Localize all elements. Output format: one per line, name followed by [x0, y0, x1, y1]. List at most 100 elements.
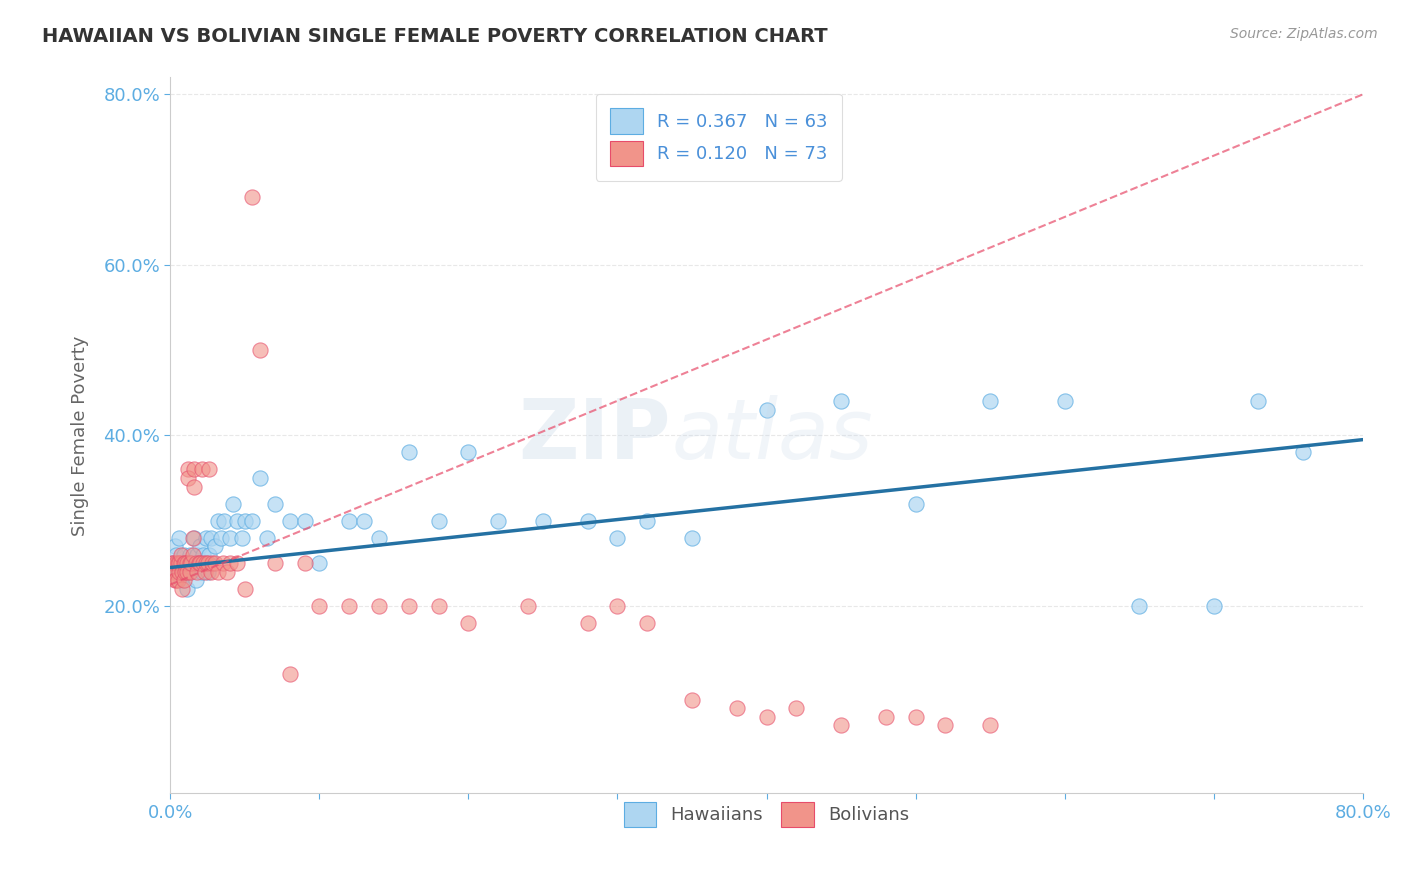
Point [308, 556, 330, 570]
Point [177, 462, 200, 476]
Point [163, 565, 186, 579]
Point [183, 479, 205, 493]
Point [187, 556, 209, 570]
Point [187, 556, 209, 570]
Point [188, 556, 211, 570]
Point [167, 556, 190, 570]
Point [163, 574, 186, 588]
Point [163, 539, 186, 553]
Point [904, 709, 927, 723]
Point [242, 190, 264, 204]
Point [169, 565, 191, 579]
Point [176, 556, 198, 570]
Text: atlas: atlas [671, 395, 873, 476]
Point [486, 514, 509, 528]
Point [231, 531, 253, 545]
Point [219, 531, 242, 545]
Point [353, 514, 375, 528]
Point [606, 599, 628, 613]
Point [226, 514, 249, 528]
Point [233, 582, 256, 596]
Point [934, 718, 956, 732]
Point [681, 692, 703, 706]
Point [725, 701, 748, 715]
Point [165, 574, 187, 588]
Point [174, 565, 197, 579]
Point [294, 556, 316, 570]
Point [531, 514, 554, 528]
Point [195, 531, 218, 545]
Point [249, 471, 271, 485]
Point [165, 548, 187, 562]
Point [193, 548, 215, 562]
Point [181, 556, 204, 570]
Point [979, 394, 1001, 409]
Text: HAWAIIAN VS BOLIVIAN SINGLE FEMALE POVERTY CORRELATION CHART: HAWAIIAN VS BOLIVIAN SINGLE FEMALE POVER… [42, 27, 828, 45]
Point [207, 514, 229, 528]
Point [427, 514, 450, 528]
Point [242, 514, 264, 528]
Point [200, 565, 222, 579]
Point [211, 556, 233, 570]
Point [195, 556, 218, 570]
Point [263, 556, 285, 570]
Legend: Hawaiians, Bolivians: Hawaiians, Bolivians [616, 795, 917, 834]
Point [162, 565, 184, 579]
Point [167, 565, 190, 579]
Point [830, 394, 852, 409]
Point [174, 556, 197, 570]
Point [278, 667, 301, 681]
Point [207, 565, 229, 579]
Point [200, 531, 222, 545]
Point [368, 599, 391, 613]
Point [636, 615, 658, 630]
Point [308, 599, 330, 613]
Point [169, 556, 191, 570]
Point [186, 548, 208, 562]
Point [457, 615, 479, 630]
Point [167, 574, 190, 588]
Point [1128, 599, 1150, 613]
Point [904, 497, 927, 511]
Point [176, 565, 198, 579]
Point [979, 718, 1001, 732]
Point [193, 556, 215, 570]
Point [170, 574, 193, 588]
Point [1202, 599, 1225, 613]
Point [294, 514, 316, 528]
Point [398, 445, 420, 459]
Point [398, 599, 420, 613]
Point [204, 556, 226, 570]
Point [278, 514, 301, 528]
Point [176, 582, 198, 596]
Point [190, 462, 212, 476]
Point [785, 701, 807, 715]
Point [169, 531, 191, 545]
Point [186, 565, 208, 579]
Point [1292, 445, 1315, 459]
Point [183, 462, 205, 476]
Point [170, 548, 193, 562]
Point [457, 445, 479, 459]
Point [194, 565, 217, 579]
Point [179, 565, 201, 579]
Point [180, 565, 202, 579]
Point [606, 531, 628, 545]
Point [180, 556, 202, 570]
Point [181, 531, 204, 545]
Point [576, 514, 599, 528]
Point [172, 565, 194, 579]
Point [875, 709, 897, 723]
Point [204, 539, 226, 553]
Point [226, 556, 249, 570]
Point [830, 718, 852, 732]
Text: ZIP: ZIP [519, 395, 671, 476]
Point [174, 565, 197, 579]
Point [198, 548, 221, 562]
Point [184, 556, 207, 570]
Point [219, 556, 242, 570]
Point [636, 514, 658, 528]
Point [177, 471, 200, 485]
Point [212, 514, 235, 528]
Point [172, 582, 194, 596]
